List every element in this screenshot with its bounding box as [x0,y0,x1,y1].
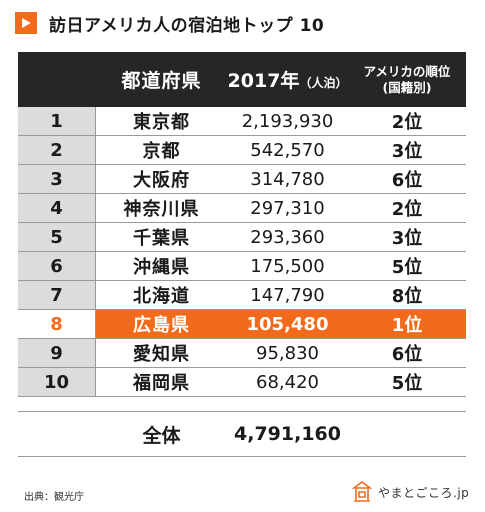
value-cell: 2,193,930 [241,110,334,132]
prefecture-cell: 千葉県 [133,228,190,249]
total-row: 全体 4,791,160 [18,411,466,457]
brand-text: やまとごころ.jp [378,485,470,500]
header-year-unit: （人泊） [299,76,348,90]
rank-cell: 4 [18,194,96,222]
us-rank-cell: 1位 [348,310,466,338]
prefecture-cell: 沖縄県 [133,257,190,278]
total-spacer [18,412,96,456]
prefecture-cell: 大阪府 [133,170,190,191]
rank-cell: 10 [18,368,96,396]
table-body: 1 東京都 2,193,930 2位 2 京都 542,570 3位 3 大阪府 314,780 6位… [18,107,466,397]
value-cell: 147,790 [250,284,325,306]
rank-cell: 6 [18,252,96,280]
value-cell: 105,480 [227,310,348,338]
value-cell: 297,310 [250,197,325,219]
prefecture-cell: 広島県 [96,310,227,338]
rank-cell: 3 [18,165,96,193]
header-us-rank-line2: (国籍別) [382,79,432,95]
rank-cell: 7 [18,281,96,309]
page-title: 訪日アメリカ人の宿泊地トップ 10 [49,15,325,36]
value-cell: 542,570 [250,139,325,161]
value-cell: 293,360 [250,226,325,248]
us-rank-cell: 2位 [391,112,423,133]
yamatogokoro-logo-icon [351,481,373,502]
us-rank-cell: 5位 [391,373,423,394]
rank-cell: 1 [18,107,96,135]
us-rank-cell: 5位 [391,257,423,278]
table-row: 10 福岡県 68,420 5位 [18,368,466,397]
title-row: 訪日アメリカ人の宿泊地トップ 10 [15,12,325,36]
value-cell: 175,500 [250,255,325,277]
header-us-rank-line1: アメリカの順位 [363,63,451,79]
play-icon [15,12,37,34]
us-rank-cell: 8位 [391,286,423,307]
total-spacer-right [348,412,466,456]
brand: やまとごころ.jp [350,480,469,504]
table-row: 1 東京都 2,193,930 2位 [18,107,466,136]
value-cell: 68,420 [256,371,319,393]
us-rank-cell: 2位 [391,199,423,220]
header-us-rank: アメリカの順位 (国籍別) [348,64,466,96]
table-row: 2 京都 542,570 3位 [18,136,466,165]
source-note: 出典：観光庁 [24,492,84,503]
header-year: 2017年（人泊） [227,66,348,93]
us-rank-cell: 3位 [391,228,423,249]
prefecture-cell: 神奈川県 [123,199,200,220]
total-value: 4,791,160 [234,423,341,445]
table-row: 3 大阪府 314,780 6位 [18,165,466,194]
table-row: 5 千葉県 293,360 3位 [18,223,466,252]
rank-cell: 8 [18,310,96,338]
us-rank-cell: 6位 [391,344,423,365]
rank-cell: 5 [18,223,96,251]
table-row: 7 北海道 147,790 8位 [18,281,466,310]
header-prefecture: 都道府県 [121,70,202,92]
us-rank-cell: 3位 [391,141,423,162]
table-row: 6 沖縄県 175,500 5位 [18,252,466,281]
prefecture-cell: 北海道 [133,286,190,307]
table-row: 8 広島県 105,480 1位 [18,310,466,339]
us-rank-cell: 6位 [391,170,423,191]
rank-cell: 2 [18,136,96,164]
prefecture-cell: 東京都 [133,112,190,133]
table-row: 9 愛知県 95,830 6位 [18,339,466,368]
prefecture-cell: 愛知県 [133,344,190,365]
table-row: 4 神奈川県 297,310 2位 [18,194,466,223]
table-header: 都道府県 2017年（人泊） アメリカの順位 (国籍別) [18,52,466,107]
value-cell: 314,780 [250,168,325,190]
prefecture-cell: 京都 [142,141,181,162]
header-year-label: 2017年 [227,70,300,92]
rank-cell: 9 [18,339,96,367]
ranking-table: 都道府県 2017年（人泊） アメリカの順位 (国籍別) 1 東京都 2,193,9… [18,52,466,457]
value-cell: 95,830 [256,342,319,364]
total-label: 全体 [142,424,181,447]
prefecture-cell: 福岡県 [133,373,190,394]
